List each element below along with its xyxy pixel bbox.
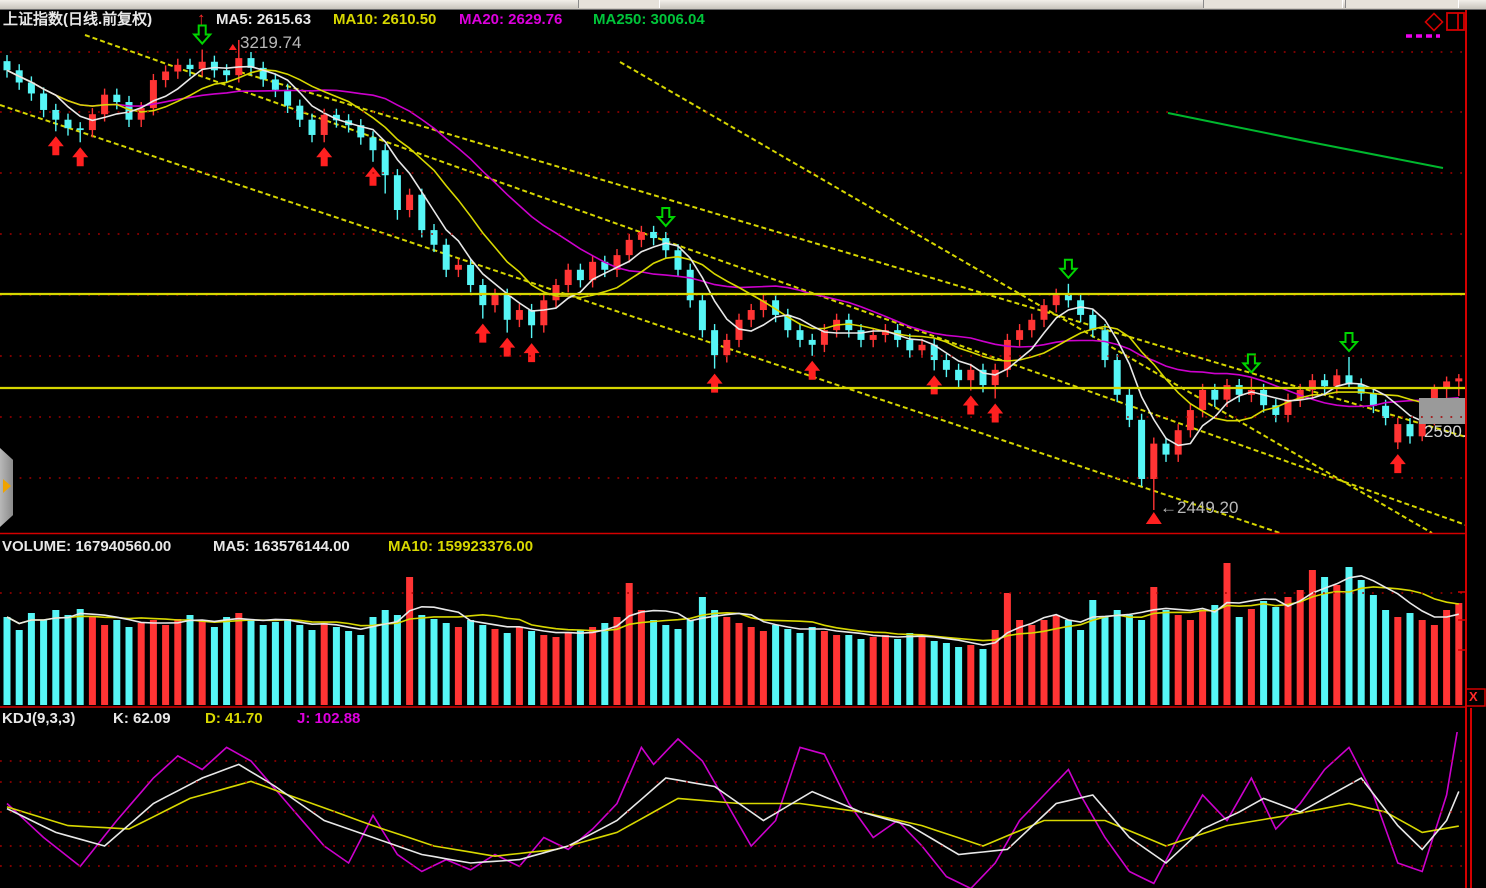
volume-readout: VOLUME: 167940560.00 [2, 538, 172, 555]
chrome-tab [1345, 0, 1459, 8]
expand-arrow-icon [3, 479, 11, 493]
volume-panel [3, 563, 1463, 705]
kdj-j-readout: J: 102.88 [297, 710, 361, 727]
current-price-tag: 2590. [1424, 422, 1467, 441]
up-arrow-icon: ↑ [197, 9, 206, 28]
close-indicator-button[interactable]: X [1469, 689, 1478, 704]
chrome-tab [1203, 0, 1343, 8]
high-price-label: 3219.74 [240, 33, 302, 52]
diamond-icon [1424, 12, 1444, 32]
kdj-d-readout: D: 41.70 [205, 710, 263, 727]
volume-ma5-readout: MA5: 163576144.00 [213, 538, 350, 555]
ma250-readout: MA250: 3006.04 [593, 11, 705, 28]
kdj-k-readout: K: 62.09 [113, 710, 171, 727]
volume-ma10-readout: MA10: 159923376.00 [388, 538, 534, 555]
kdj-name: KDJ(9,3,3) [2, 710, 76, 727]
kdj-panel [6, 732, 1460, 888]
panel-expand-handle[interactable] [0, 448, 13, 527]
window-icon [1446, 12, 1465, 31]
window-chrome-strip [0, 0, 1486, 10]
main-price-panel [0, 34, 1466, 533]
ma20-readout: MA20: 2629.76 [459, 11, 563, 28]
drawing-tool-icons[interactable] [1406, 12, 1465, 38]
overlay-layer [47, 24, 1466, 524]
ma5-readout: MA5: 2615.63 [216, 11, 312, 28]
low-price-label: ←2449.20 [1160, 498, 1239, 517]
chart-title: 上证指数(日线.前复权) [3, 11, 153, 28]
chrome-tab [578, 0, 660, 8]
ma10-readout: MA10: 2610.50 [333, 11, 437, 28]
